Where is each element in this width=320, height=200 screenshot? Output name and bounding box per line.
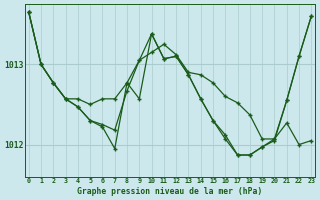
X-axis label: Graphe pression niveau de la mer (hPa): Graphe pression niveau de la mer (hPa): [77, 187, 263, 196]
